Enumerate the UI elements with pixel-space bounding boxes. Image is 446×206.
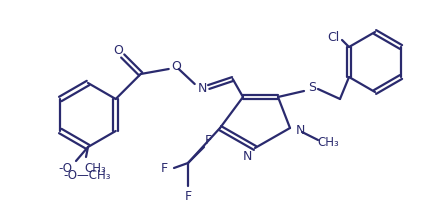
Text: N: N [198, 82, 207, 96]
Text: Cl: Cl [327, 30, 339, 43]
Text: F: F [185, 190, 192, 202]
Text: O: O [171, 61, 181, 74]
Text: CH₃: CH₃ [317, 137, 339, 150]
Text: F: F [161, 162, 168, 174]
Text: S: S [308, 81, 316, 94]
Text: -O: -O [58, 162, 72, 174]
Text: F: F [204, 135, 211, 147]
Text: N: N [242, 150, 252, 163]
Text: N: N [295, 124, 305, 137]
Text: O: O [113, 44, 123, 57]
Text: CH₃: CH₃ [84, 162, 106, 174]
Text: -O—CH₃: -O—CH₃ [63, 169, 111, 182]
